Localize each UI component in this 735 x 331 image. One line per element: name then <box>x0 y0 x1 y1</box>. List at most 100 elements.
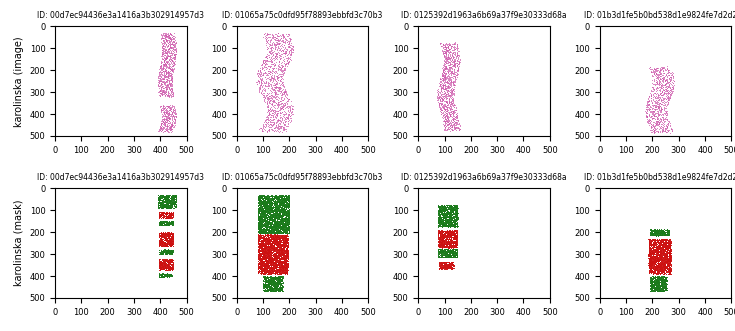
Point <box>259 246 270 251</box>
Point <box>168 118 179 123</box>
Point <box>253 249 265 254</box>
Point <box>256 265 268 270</box>
Point <box>279 238 291 243</box>
Point <box>156 52 168 57</box>
Point <box>162 54 174 59</box>
Point <box>263 278 275 283</box>
Point <box>651 237 663 242</box>
Point <box>265 234 277 240</box>
Point <box>653 247 664 252</box>
Point <box>651 252 663 258</box>
Point <box>274 268 286 273</box>
Point <box>276 248 288 253</box>
Point <box>450 239 462 244</box>
Point <box>262 220 273 225</box>
Point <box>270 193 282 198</box>
Point <box>453 52 465 57</box>
Point <box>257 126 268 131</box>
Point <box>262 261 274 266</box>
Point <box>272 126 284 131</box>
Point <box>154 262 166 267</box>
Point <box>156 230 168 236</box>
Point <box>159 250 171 255</box>
Point <box>273 259 285 264</box>
Point <box>256 199 268 205</box>
Point <box>163 250 175 255</box>
Point <box>280 208 292 213</box>
Point <box>254 234 266 240</box>
Point <box>265 225 277 230</box>
Point <box>439 109 451 115</box>
Point <box>278 194 290 200</box>
Point <box>283 225 295 230</box>
Point <box>438 230 450 235</box>
Point <box>159 260 171 266</box>
Point <box>261 287 273 292</box>
Point <box>445 122 457 128</box>
Point <box>648 112 659 117</box>
Point <box>653 264 664 269</box>
Point <box>645 260 656 266</box>
Point <box>279 262 291 267</box>
Point <box>279 254 291 260</box>
Point <box>441 261 453 266</box>
Point <box>260 242 272 248</box>
Point <box>663 72 675 77</box>
Point <box>267 194 279 199</box>
Point <box>257 285 269 291</box>
Point <box>274 265 286 270</box>
Point <box>273 201 285 207</box>
Point <box>278 233 290 238</box>
Point <box>263 107 275 113</box>
Point <box>648 238 659 243</box>
Point <box>265 193 277 198</box>
Point <box>259 238 271 243</box>
Point <box>260 230 272 236</box>
Point <box>276 62 287 68</box>
Point <box>644 259 656 264</box>
Point <box>279 116 291 121</box>
Point <box>255 263 267 268</box>
Point <box>661 249 673 254</box>
Point <box>653 126 665 131</box>
Point <box>282 227 293 232</box>
Point <box>276 210 287 215</box>
Point <box>257 253 268 259</box>
Point <box>275 259 287 264</box>
Point <box>262 256 274 261</box>
Point <box>258 90 270 96</box>
Point <box>276 233 287 238</box>
Point <box>271 127 283 133</box>
Point <box>659 244 670 250</box>
Point <box>660 287 672 293</box>
Point <box>662 258 674 263</box>
Point <box>267 280 279 285</box>
Point <box>437 204 449 209</box>
Point <box>158 110 170 115</box>
Point <box>433 104 445 109</box>
Point <box>437 259 448 264</box>
Point <box>446 235 458 240</box>
Point <box>154 250 166 256</box>
Point <box>267 286 279 292</box>
Point <box>269 35 281 40</box>
Point <box>265 274 276 279</box>
Point <box>167 239 179 244</box>
Point <box>269 271 281 276</box>
Point <box>652 258 664 263</box>
Point <box>648 281 660 286</box>
Point <box>262 97 274 102</box>
Point <box>446 207 458 212</box>
Point <box>273 61 284 67</box>
Point <box>280 255 292 260</box>
Point <box>645 227 656 232</box>
Point <box>159 248 171 254</box>
Point <box>441 214 453 219</box>
Point <box>262 266 273 272</box>
Point <box>664 256 676 261</box>
Point <box>449 235 461 240</box>
Point <box>264 50 276 55</box>
Point <box>438 77 450 82</box>
Point <box>448 55 459 61</box>
Point <box>254 255 265 260</box>
